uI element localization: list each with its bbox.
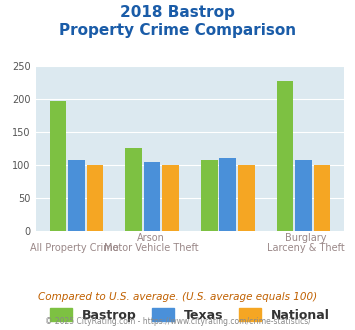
Text: Burglary: Burglary	[285, 233, 327, 243]
Text: All Property Crime: All Property Crime	[30, 243, 119, 252]
Bar	[295, 160, 312, 231]
Text: Larceny & Theft: Larceny & Theft	[267, 243, 345, 252]
Bar	[219, 158, 236, 231]
Text: 2018 Bastrop: 2018 Bastrop	[120, 5, 235, 20]
Bar	[238, 165, 255, 231]
Text: Motor Vehicle Theft: Motor Vehicle Theft	[104, 243, 199, 252]
Legend: Bastrop, Texas, National: Bastrop, Texas, National	[45, 303, 335, 327]
Bar	[201, 160, 218, 231]
Bar	[277, 81, 293, 231]
Bar	[87, 165, 103, 231]
Bar	[125, 148, 142, 231]
Text: © 2025 CityRating.com - https://www.cityrating.com/crime-statistics/: © 2025 CityRating.com - https://www.city…	[45, 317, 310, 326]
Bar	[68, 160, 85, 231]
Bar	[314, 165, 330, 231]
Bar	[144, 162, 160, 231]
Text: Arson: Arson	[137, 233, 165, 243]
Bar	[50, 101, 66, 231]
Text: Compared to U.S. average. (U.S. average equals 100): Compared to U.S. average. (U.S. average …	[38, 292, 317, 302]
Bar	[162, 165, 179, 231]
Text: Property Crime Comparison: Property Crime Comparison	[59, 23, 296, 38]
